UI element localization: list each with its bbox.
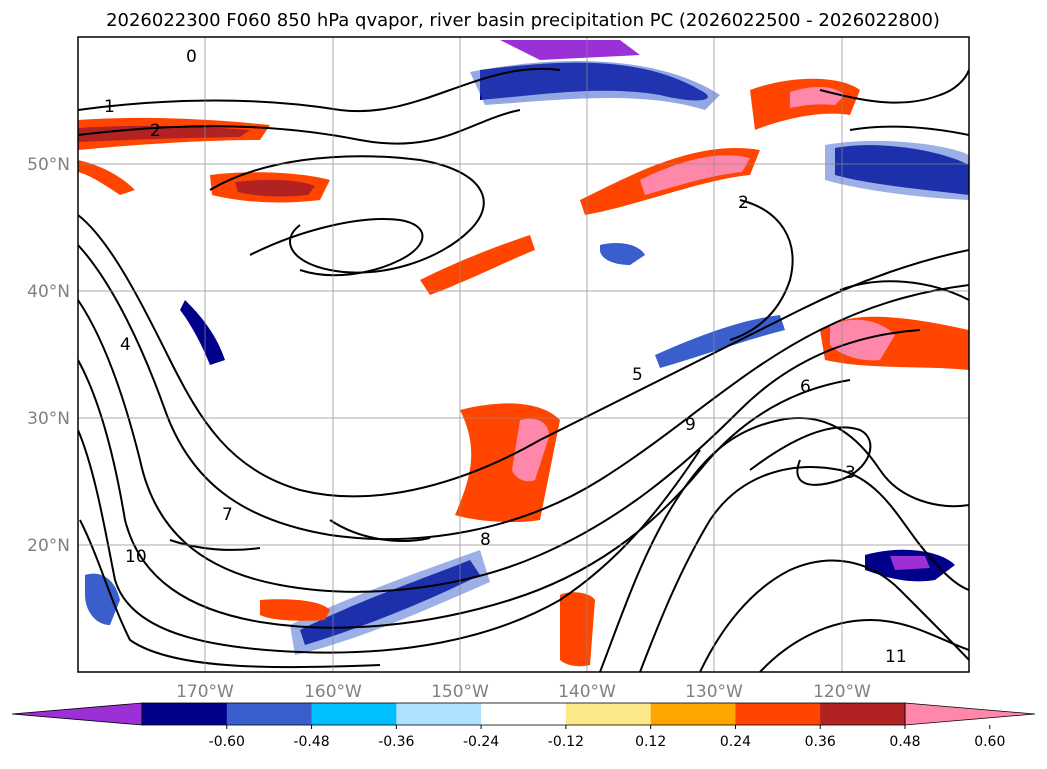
lon-label: 170°W	[176, 682, 234, 702]
graticule	[78, 37, 969, 672]
lon-label: 150°W	[431, 682, 489, 702]
contour-line	[169, 539, 261, 551]
shade-negative-north-edge	[470, 61, 720, 110]
colorbar-box	[142, 703, 228, 725]
contour-line	[849, 125, 969, 136]
shade-positive-center-inner	[235, 179, 315, 197]
contour-line	[78, 214, 969, 498]
shade-negative-southeast-purple	[890, 556, 930, 570]
map-frame	[77, 36, 970, 673]
contour-line	[749, 426, 872, 486]
colorbar-box	[396, 703, 482, 725]
contour-label: 9	[685, 415, 696, 435]
contour-label: 2	[738, 193, 749, 213]
colorbar-tick-label: -0.12	[548, 734, 584, 750]
shade-negative-pacific-jet-edge	[290, 550, 490, 655]
shade-positive-far-west	[78, 160, 135, 195]
colorbar-box	[226, 703, 313, 725]
contour-line	[249, 218, 424, 277]
lat-label: 50°N	[27, 155, 70, 175]
contour-line	[78, 299, 921, 593]
contour-line	[599, 417, 969, 672]
colorbar-extend-high	[904, 702, 1036, 726]
contour-label: 10	[125, 547, 147, 567]
contour-line	[78, 109, 521, 145]
contour-line	[329, 519, 431, 542]
contour-label: 11	[885, 647, 907, 667]
contour-line	[839, 280, 969, 301]
contour-label: 4	[120, 335, 131, 355]
contour-line	[78, 429, 701, 654]
contour-label: 2	[150, 121, 161, 141]
colorbar-tick-label: -0.48	[293, 734, 329, 750]
colorbar-tick-label: 0.36	[805, 734, 836, 750]
shade-positive-mid	[420, 235, 535, 295]
contour-label: 3	[845, 463, 856, 483]
colorbar-box	[311, 703, 397, 725]
colorbar-box	[820, 703, 906, 725]
contour-label: 8	[480, 530, 491, 550]
lon-label: 140°W	[558, 682, 616, 702]
contour-label: 6	[800, 377, 811, 397]
colorbar-box	[481, 703, 567, 725]
figure-title: 2026022300 F060 850 hPa qvapor, river ba…	[106, 10, 940, 31]
colorbar-tick-label: -0.24	[463, 734, 499, 750]
longitude-labels: 170°W 160°W 150°W 140°W 130°W 120°W	[176, 682, 871, 702]
map-panel: 0 1 2 2 3 4 5 6 7 8 9 10 11 170°W 160°W …	[27, 36, 970, 702]
latitude-labels: 50°N 40°N 30°N 20°N	[27, 155, 70, 556]
contour-line	[78, 67, 561, 113]
colorbar-extend-low	[11, 702, 143, 726]
lat-label: 30°N	[27, 409, 70, 429]
qvapor-contours	[78, 67, 969, 672]
colorbar-tick-label: 0.60	[974, 734, 1005, 750]
colorbar-tick-label: -0.36	[378, 734, 414, 750]
contour-line	[639, 466, 969, 672]
contour-labels: 0 1 2 2 3 4 5 6 7 8 9 10 11	[104, 47, 907, 667]
contour-label: 1	[104, 97, 115, 117]
contour-line	[209, 155, 485, 274]
colorbar-box	[735, 703, 821, 725]
shade-positive-subtropical-inner	[512, 418, 549, 482]
lon-label: 120°W	[813, 682, 871, 702]
lat-label: 20°N	[27, 536, 70, 556]
lat-label: 40°N	[27, 282, 70, 302]
precip-shading	[78, 40, 969, 667]
lon-label: 130°W	[685, 682, 743, 702]
shade-positive-south	[560, 592, 595, 667]
contour-line	[819, 69, 969, 104]
contour-line	[79, 519, 381, 669]
colorbar-box	[650, 703, 736, 725]
colorbar-box	[565, 703, 652, 725]
contour-label: 7	[222, 505, 233, 525]
shade-negative-mid-small	[600, 243, 645, 265]
colorbar: -0.60 -0.48 -0.36 -0.24 -0.12 0.12 0.24 0.36 0.4…	[11, 702, 1036, 750]
contour-line	[78, 244, 969, 541]
contour-line	[729, 199, 794, 341]
shade-positive-band-inner	[640, 155, 750, 195]
contour-label: 5	[632, 365, 643, 385]
shade-negative-jet-arc	[655, 315, 785, 368]
colorbar-frame	[141, 702, 906, 726]
contour-line	[699, 559, 969, 672]
contour-label: 0	[186, 47, 197, 67]
shade-negative-tropic-west	[85, 573, 120, 625]
colorbar-tick-label: -0.60	[209, 734, 245, 750]
shade-negative-ne-edge	[825, 140, 969, 200]
shade-negative-purple-north	[500, 40, 640, 60]
colorbar-tick-label: 0.48	[889, 734, 920, 750]
contour-line	[759, 618, 969, 672]
shade-positive-tropic-west	[260, 599, 330, 621]
shade-negative-west-strip	[180, 300, 225, 365]
colorbar-tick-label: 0.24	[720, 734, 751, 750]
colorbar-tick-label: 0.12	[635, 734, 666, 750]
lon-label: 160°W	[304, 682, 362, 702]
